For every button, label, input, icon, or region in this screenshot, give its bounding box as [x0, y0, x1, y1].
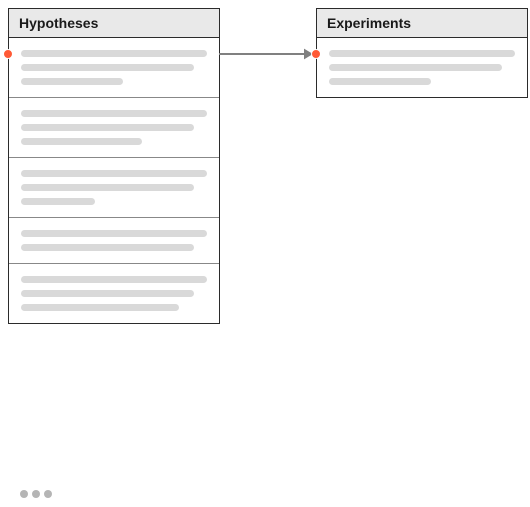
placeholder-line [21, 184, 194, 191]
hypotheses-title: Hypotheses [19, 15, 98, 31]
connector-arrow [219, 44, 315, 64]
placeholder-line [21, 170, 207, 177]
placeholder-line [21, 290, 194, 297]
hypotheses-card-list [9, 38, 219, 323]
placeholder-line [21, 138, 142, 145]
card [9, 264, 219, 323]
placeholder-line [329, 64, 502, 71]
connector-dot-target [311, 49, 321, 59]
placeholder-line [21, 110, 207, 117]
placeholder-line [21, 230, 207, 237]
experiments-card-list [317, 38, 527, 97]
placeholder-line [21, 124, 194, 131]
placeholder-line [21, 64, 194, 71]
card [9, 98, 219, 158]
placeholder-line [329, 78, 431, 85]
card [317, 38, 527, 97]
placeholder-line [21, 198, 95, 205]
ellipsis-dot [44, 490, 52, 498]
placeholder-line [21, 304, 179, 311]
hypotheses-panel: Hypotheses [8, 8, 220, 324]
experiments-panel: Experiments [316, 8, 528, 98]
card [9, 218, 219, 264]
ellipsis-dot [32, 490, 40, 498]
placeholder-line [21, 244, 194, 251]
card [9, 38, 219, 98]
experiments-title: Experiments [327, 15, 411, 31]
placeholder-line [21, 78, 123, 85]
placeholder-line [329, 50, 515, 57]
placeholder-line [21, 276, 207, 283]
ellipsis-dot [20, 490, 28, 498]
placeholder-line [21, 50, 207, 57]
experiments-header: Experiments [317, 9, 527, 38]
hypotheses-header: Hypotheses [9, 9, 219, 38]
card [9, 158, 219, 218]
connector-dot-source [3, 49, 13, 59]
